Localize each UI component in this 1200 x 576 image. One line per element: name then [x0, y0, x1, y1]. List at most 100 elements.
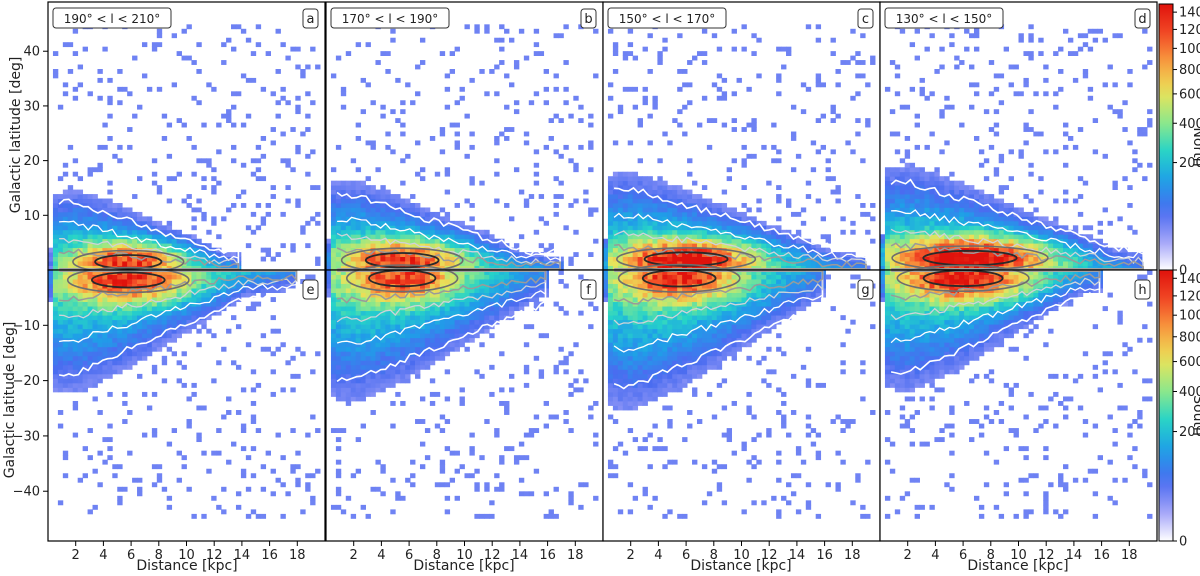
heatmap-cell — [350, 211, 357, 217]
heatmap-cell — [1147, 162, 1153, 168]
heatmap-cell — [1072, 238, 1079, 244]
heatmap-cell — [390, 301, 396, 307]
heatmap-cell — [250, 306, 257, 312]
heatmap-cell — [122, 274, 128, 280]
heatmap-cell — [395, 256, 401, 262]
heatmap-cell — [127, 360, 133, 366]
heatmap-cell — [196, 297, 202, 303]
heatmap-cell — [82, 333, 88, 339]
heatmap-cell — [459, 95, 465, 101]
heatmap-cell — [973, 216, 980, 222]
heatmap-cell — [380, 346, 386, 352]
heatmap-cell — [687, 220, 693, 226]
heatmap-cell — [894, 198, 901, 204]
heatmap-cell — [112, 234, 118, 240]
heatmap-cell — [400, 315, 406, 321]
heatmap-cell — [295, 346, 301, 352]
heatmap-cell — [166, 256, 173, 262]
heatmap-cell — [345, 51, 352, 56]
heatmap-cell — [786, 234, 792, 240]
heatmap-cell — [652, 207, 658, 213]
heatmap-cell — [102, 46, 108, 52]
heatmap-cell — [751, 51, 757, 56]
heatmap-cell — [161, 113, 168, 119]
heatmap-cell — [419, 261, 426, 266]
heatmap-cell — [415, 337, 421, 343]
heatmap-cell — [449, 122, 456, 128]
heatmap-cell — [929, 225, 935, 231]
heatmap-cell — [355, 396, 362, 402]
heatmap-cell — [62, 220, 69, 226]
heatmap-cell — [731, 91, 737, 97]
heatmap-cell — [410, 256, 416, 262]
heatmap-cell — [375, 328, 381, 334]
heatmap-cell — [67, 220, 74, 226]
heatmap-cell — [390, 194, 396, 199]
heatmap-cell — [884, 86, 891, 92]
heatmap-cell — [201, 288, 207, 293]
heatmap-cell — [151, 180, 158, 186]
heatmap-cell — [107, 423, 113, 429]
heatmap-cell — [682, 216, 688, 222]
heatmap-cell — [72, 252, 79, 257]
heatmap-cell — [250, 292, 257, 298]
heatmap-cell — [914, 207, 920, 213]
heatmap-cell — [335, 238, 342, 244]
heatmap-cell — [151, 46, 158, 52]
heatmap-cell — [835, 189, 841, 195]
heatmap-cell — [696, 256, 703, 262]
heatmap-cell — [657, 198, 663, 204]
heatmap-cell — [350, 274, 357, 280]
heatmap-cell — [964, 234, 970, 240]
heatmap-cell — [290, 283, 296, 289]
heatmap-cell — [226, 252, 232, 257]
heatmap-cell — [706, 144, 713, 150]
heatmap-cell — [295, 149, 301, 155]
heatmap-cell — [395, 346, 401, 352]
heatmap-cell — [543, 256, 549, 262]
heatmap-cell — [711, 82, 718, 88]
heatmap-cell — [340, 216, 347, 222]
heatmap-cell — [711, 118, 718, 123]
heatmap-cell — [310, 216, 316, 222]
heatmap-cell — [72, 346, 79, 352]
heatmap-cell — [706, 216, 713, 222]
heatmap-cell — [652, 100, 658, 106]
heatmap-cell — [87, 378, 93, 384]
heatmap-cell — [365, 82, 371, 88]
heatmap-cell — [166, 495, 173, 501]
heatmap-cell — [146, 328, 153, 334]
heatmap-cell — [275, 28, 281, 34]
heatmap-cell — [360, 225, 366, 231]
heatmap-cell — [72, 86, 79, 92]
heatmap-cell — [617, 265, 624, 271]
heatmap-cell — [300, 225, 306, 231]
heatmap-cell — [196, 252, 202, 257]
heatmap-cell — [410, 247, 416, 253]
heatmap-cell — [924, 256, 930, 262]
panel-letter-text: c — [862, 12, 869, 27]
heatmap-cell — [914, 55, 920, 61]
heatmap-cell — [439, 225, 446, 231]
heatmap-cell — [1092, 37, 1099, 43]
heatmap-cell — [107, 100, 113, 106]
heatmap-cell — [523, 140, 530, 146]
heatmap-cell — [72, 243, 79, 249]
heatmap-cell — [899, 203, 906, 208]
heatmap-cell — [741, 158, 747, 164]
heatmap-cell — [285, 360, 291, 366]
heatmap-cell — [642, 211, 648, 217]
heatmap-cell — [102, 364, 108, 370]
heatmap-cell — [533, 51, 540, 56]
heatmap-cell — [102, 234, 108, 240]
heatmap-cell — [107, 373, 113, 379]
heatmap-cell — [677, 243, 683, 249]
heatmap-cell — [523, 265, 530, 271]
heatmap-cell — [107, 391, 113, 397]
heatmap-cell — [647, 33, 653, 39]
heatmap-cell — [964, 261, 970, 266]
heatmap-cell — [405, 292, 411, 298]
heatmap-cell — [627, 225, 634, 231]
heatmap-cell — [1058, 256, 1064, 262]
heatmap-cell — [350, 279, 357, 284]
